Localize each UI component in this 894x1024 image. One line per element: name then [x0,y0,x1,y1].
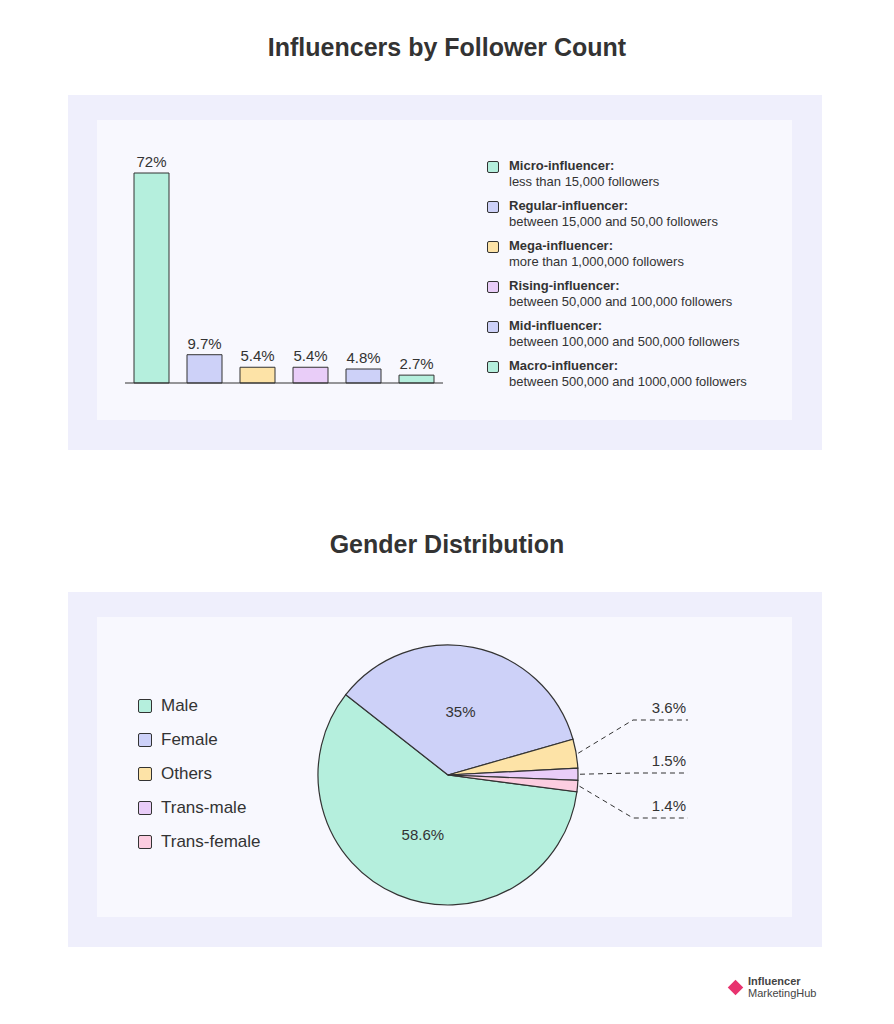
html-text:Male: Male [161,696,198,715]
html-text:more than 1,000,000 followers: more than 1,000,000 followers [509,254,684,269]
html-text:Influencer: Influencer [748,975,801,987]
svg-text:3.6%: 3.6% [652,699,686,716]
html-text:Micro-influencer:: Micro-influencer: [509,158,615,173]
html-text:Mega-influencer:: Mega-influencer: [509,238,613,253]
html-text:Trans-female: Trans-female [161,832,261,851]
svg-text:9.7%: 9.7% [187,335,221,352]
svg-text:58.6%: 58.6% [402,826,445,843]
html-text:Regular-influencer:: Regular-influencer: [509,198,629,213]
html-text:between 15,000 and 50,00 follo: between 15,000 and 50,00 followers [509,214,718,229]
html-text:Mid-influencer:: Mid-influencer: [509,318,603,333]
svg-text:1.4%: 1.4% [652,797,686,814]
svg-text:35%: 35% [445,703,475,720]
html-text:between 500,000 and 1000,000 f: between 500,000 and 1000,000 followers [509,374,747,389]
html-text:between 100,000 and 500,000 fo: between 100,000 and 500,000 followers [509,334,740,349]
svg-text:5.4%: 5.4% [293,347,327,364]
svg-text:2.7%: 2.7% [399,355,433,372]
html-text:Rising-influencer:: Rising-influencer: [509,278,620,293]
html-text:Female: Female [161,730,218,749]
svg-text:1.5%: 1.5% [652,752,686,769]
svg-text:5.4%: 5.4% [240,347,274,364]
html-text:Gender Distribution: Gender Distribution [329,530,565,558]
html-text:Macro-influencer:: Macro-influencer: [509,358,619,373]
html-text:Trans-male: Trans-male [161,798,247,817]
html-text:MarketingHub: MarketingHub [748,987,817,999]
html-text:less than 15,000 followers: less than 15,000 followers [509,174,660,189]
svg-text:72%: 72% [136,153,166,170]
html-text:Influencers by Follower Count: Influencers by Follower Count [267,33,627,61]
html-text:between 50,000 and 100,000 fol: between 50,000 and 100,000 followers [509,294,733,309]
svg-text:4.8%: 4.8% [346,349,380,366]
html-text:Others: Others [161,764,212,783]
